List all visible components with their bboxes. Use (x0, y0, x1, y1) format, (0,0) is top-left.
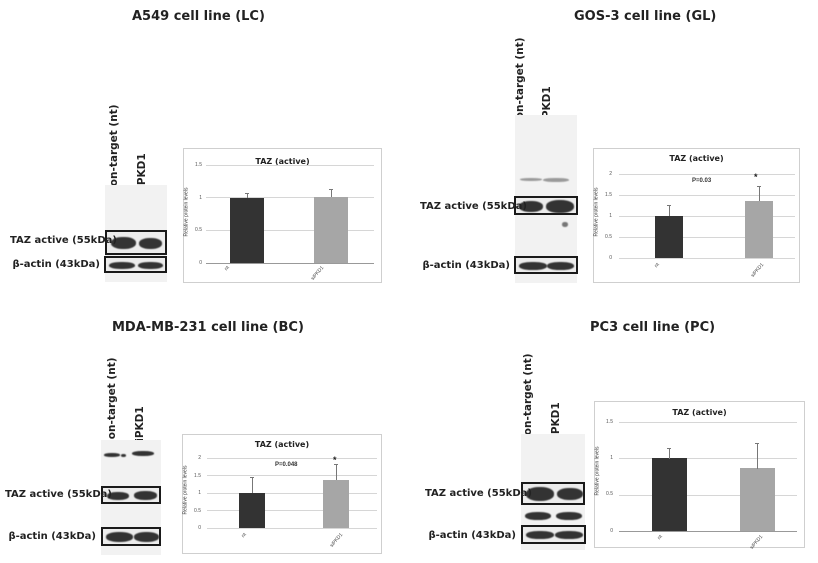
taz-band-box (521, 482, 585, 505)
bar-chart: TAZ (active) Relative protein levels 1.5… (594, 401, 805, 551)
taz-label: TAZ active (55kDa) (420, 201, 527, 212)
bar-nt (239, 493, 265, 528)
bar-chart: TAZ (active) Relative protein levels 2 1… (593, 148, 800, 283)
y-axis-label: Relative protein levels (594, 446, 601, 496)
x-cat-sipkd1: siPKD1 (749, 262, 766, 279)
bar-nt (230, 198, 264, 263)
x-cat-nt: nt (656, 534, 664, 542)
actin-band-box (101, 527, 161, 546)
panel-title: MDA-MB-231 cell line (BC) (112, 320, 304, 335)
chart-title: TAZ (active) (254, 440, 310, 449)
actin-label: β-actin (43kDa) (422, 260, 510, 271)
plot-area (206, 165, 374, 264)
bar-sipkd1 (323, 480, 349, 528)
taz-label: TAZ active (55kDa) (5, 489, 112, 500)
bar-chart: TAZ (active) Relative protein levels 2 1… (182, 434, 382, 554)
significance-star: * (333, 455, 337, 465)
lane-label-nt: Non-target (nt) (106, 357, 118, 448)
x-cat-nt: nt (653, 262, 661, 270)
p-value: P=0.03 (692, 178, 712, 184)
bar-sipkd1 (314, 197, 348, 263)
lane-label-nt: Non-target (nt) (522, 353, 534, 444)
lane-label-nt: Non-target (nt) (108, 104, 120, 195)
bar-nt (652, 458, 687, 531)
chart-title: TAZ (active) (672, 408, 727, 417)
bar-chart: TAZ (active) Relative protein levels 1.5… (183, 148, 382, 283)
x-cat-sipkd1: siPKD1 (748, 534, 765, 551)
actin-label: β-actin (43kDa) (12, 259, 100, 270)
taz-band-box (101, 486, 161, 504)
taz-label: TAZ active (55kDa) (425, 488, 532, 499)
actin-band-box (104, 256, 167, 273)
significance-star: * (754, 172, 758, 182)
bar-sipkd1 (740, 468, 775, 531)
x-cat-sipkd1: siPKD1 (328, 532, 345, 549)
taz-label: TAZ active (55kDa) (10, 235, 117, 246)
actin-label: β-actin (43kDa) (428, 530, 516, 541)
taz-band-box (514, 196, 578, 215)
plot-area (619, 174, 795, 259)
actin-label: β-actin (43kDa) (8, 531, 96, 542)
bar-nt (655, 216, 683, 258)
chart-title: TAZ (active) (669, 154, 724, 163)
panel-title: A549 cell line (LC) (132, 9, 265, 24)
x-cat-sipkd1: siPKD1 (309, 265, 326, 282)
x-cat-nt: nt (240, 532, 248, 540)
x-cat-nt: nt (223, 265, 231, 273)
plot-area (619, 422, 797, 532)
panel-title: GOS-3 cell line (GL) (574, 9, 717, 24)
p-value: P=0.048 (275, 462, 298, 468)
bar-sipkd1 (745, 201, 773, 258)
plot-area (207, 458, 377, 529)
taz-band-box (105, 230, 167, 255)
actin-band-box (521, 525, 586, 544)
actin-band-box (514, 256, 578, 274)
panel-title: PC3 cell line (PC) (590, 320, 716, 335)
chart-title: TAZ (active) (255, 157, 310, 166)
